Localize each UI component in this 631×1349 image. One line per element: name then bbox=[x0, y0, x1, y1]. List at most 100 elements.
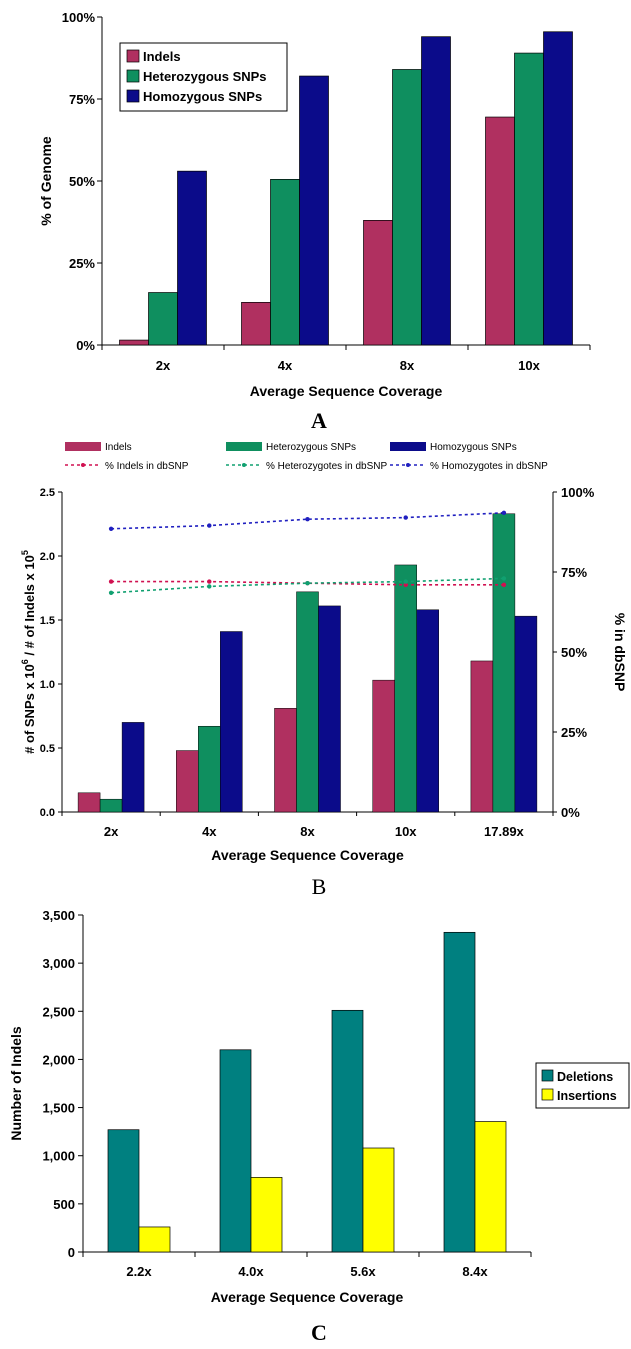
x-tick-label: 2.2x bbox=[126, 1264, 152, 1279]
bar bbox=[416, 609, 439, 813]
bar bbox=[543, 31, 573, 346]
y-tick-label: 500 bbox=[53, 1197, 75, 1212]
y-axis-label-part: # of SNPs x 10 bbox=[22, 664, 37, 754]
bar bbox=[220, 631, 243, 813]
bar bbox=[492, 513, 516, 813]
bar bbox=[331, 1009, 364, 1253]
bar bbox=[421, 36, 451, 346]
y-axis-label: Number of Indels bbox=[8, 1026, 24, 1141]
bar bbox=[362, 1147, 395, 1253]
series-marker bbox=[501, 510, 507, 515]
bar bbox=[148, 292, 178, 346]
series-marker bbox=[403, 515, 408, 520]
series-marker bbox=[108, 590, 114, 595]
legend-label: Deletions bbox=[557, 1070, 613, 1084]
y2-axis-label: % in dbSNP bbox=[612, 613, 628, 692]
series-marker bbox=[207, 584, 212, 589]
legend-label: Homozygous SNPs bbox=[430, 442, 517, 453]
x-tick-label: 8x bbox=[300, 824, 315, 839]
legend-swatch bbox=[126, 89, 140, 103]
y-tick-label: 0.0 bbox=[40, 807, 55, 819]
legend-marker bbox=[242, 463, 246, 467]
y-tick-label: 1,500 bbox=[42, 1101, 75, 1116]
y-tick-label: 3,000 bbox=[42, 956, 75, 971]
panel-label: C bbox=[311, 1320, 327, 1345]
series-marker bbox=[403, 579, 408, 584]
legend-label: Indels bbox=[105, 442, 132, 453]
y-tick-label: 2.5 bbox=[40, 487, 55, 499]
x-tick-label: 10x bbox=[518, 358, 540, 373]
x-tick-label: 2x bbox=[104, 824, 119, 839]
series-marker bbox=[108, 579, 114, 584]
legend-label: Insertions bbox=[557, 1089, 617, 1103]
series-marker bbox=[403, 582, 408, 587]
bar bbox=[514, 52, 544, 346]
y-tick-label: 0% bbox=[76, 338, 95, 353]
bar bbox=[474, 1121, 507, 1253]
y-tick-label: 1.5 bbox=[40, 615, 55, 627]
panel-label: A bbox=[311, 408, 327, 433]
y-tick-label: 2,500 bbox=[42, 1004, 75, 1019]
bar bbox=[219, 1049, 252, 1253]
bar bbox=[177, 170, 207, 346]
y-axis-label-part: 5 bbox=[20, 550, 30, 555]
y2-tick-label: 75% bbox=[561, 565, 587, 580]
bar bbox=[77, 792, 101, 813]
bar bbox=[296, 591, 319, 813]
x-axis-label: Average Sequence Coverage bbox=[211, 847, 404, 863]
x-tick-label: 10x bbox=[395, 824, 417, 839]
legend-swatch bbox=[390, 442, 426, 451]
bar bbox=[107, 1129, 140, 1253]
y-axis-label-part: / # of Indels x 10 bbox=[22, 555, 37, 659]
bar bbox=[176, 750, 199, 813]
bar bbox=[470, 660, 494, 813]
x-tick-label: 8x bbox=[400, 358, 415, 373]
y2-tick-label: 0% bbox=[561, 805, 580, 820]
y-tick-label: 0 bbox=[68, 1245, 75, 1260]
bar bbox=[250, 1177, 283, 1253]
legend-label: % Homozygotes in dbSNP bbox=[430, 461, 548, 472]
legend-swatch bbox=[541, 1088, 554, 1101]
y-axis-label: # of SNPs x 106 / # of Indels x 105 bbox=[20, 550, 37, 754]
bar bbox=[241, 302, 271, 346]
legend-swatch bbox=[65, 442, 101, 451]
bar bbox=[363, 220, 393, 346]
bar bbox=[318, 605, 341, 813]
y-axis-label: % of Genome bbox=[38, 136, 54, 226]
legend-label: Heterozygous SNPs bbox=[266, 442, 356, 453]
y2-tick-label: 50% bbox=[561, 645, 587, 660]
x-tick-label: 4.0x bbox=[238, 1264, 264, 1279]
y-tick-label: 2,000 bbox=[42, 1052, 75, 1067]
series-marker bbox=[305, 581, 310, 586]
legend-box bbox=[119, 42, 288, 112]
bar bbox=[443, 931, 476, 1253]
y-tick-label: 25% bbox=[69, 256, 95, 271]
bar bbox=[274, 708, 297, 813]
y-tick-label: 75% bbox=[69, 92, 95, 107]
legend-marker bbox=[81, 463, 85, 467]
bar bbox=[394, 564, 417, 813]
x-axis-label: Average Sequence Coverage bbox=[250, 383, 443, 399]
x-tick-label: 4x bbox=[278, 358, 293, 373]
bar bbox=[372, 679, 395, 813]
x-tick-label: 4x bbox=[202, 824, 217, 839]
bar bbox=[485, 116, 515, 346]
y-tick-label: 50% bbox=[69, 174, 95, 189]
series-marker bbox=[207, 523, 212, 528]
y-axis-label-part: 6 bbox=[20, 659, 30, 664]
legend-swatch bbox=[226, 442, 262, 451]
x-tick-label: 17.89x bbox=[484, 824, 525, 839]
y2-tick-label: 100% bbox=[561, 485, 595, 500]
y-tick-label: 1,000 bbox=[42, 1149, 75, 1164]
legend-label: Indels bbox=[143, 49, 181, 64]
legend-swatch bbox=[126, 49, 140, 63]
series-marker bbox=[207, 579, 212, 584]
y2-tick-label: 25% bbox=[561, 725, 587, 740]
bar bbox=[99, 798, 123, 813]
bar bbox=[121, 722, 145, 813]
legend-swatch bbox=[126, 69, 140, 83]
legend-marker bbox=[406, 463, 410, 467]
legend-label: Homozygous SNPs bbox=[143, 89, 262, 104]
series-marker bbox=[305, 517, 310, 522]
